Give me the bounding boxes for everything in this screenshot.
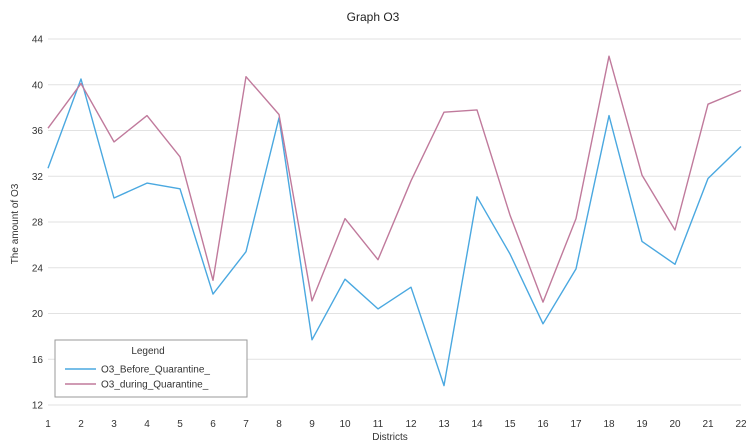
- series-line-2: [47, 55, 742, 303]
- y-axis-label: The amount of O3: [10, 183, 21, 264]
- x-axis-ticks: 1 2 3 4 5 6 7 8 9 10 11 12 13 14 15 16 17 18 19 20 21 22: [45, 419, 746, 430]
- x-tick-label: 7: [243, 419, 249, 430]
- legend-entry-label: O3_during_Quarantine_: [101, 380, 209, 391]
- x-tick-label: 2: [78, 419, 84, 430]
- x-tick-label: 16: [537, 419, 549, 430]
- series-line-1: [47, 78, 742, 387]
- x-tick-label: 17: [570, 419, 582, 430]
- x-tick-label: 20: [669, 419, 681, 430]
- x-tick-label: 22: [735, 419, 746, 430]
- y-tick-label: 16: [32, 355, 44, 366]
- x-tick-label: 10: [339, 419, 351, 430]
- legend-entry-label: O3_Before_Quarantine_: [101, 365, 210, 376]
- x-tick-label: 6: [210, 419, 216, 430]
- y-tick-label: 40: [32, 80, 44, 91]
- y-tick-label: 32: [32, 172, 44, 183]
- x-tick-label: 19: [636, 419, 648, 430]
- x-tick-label: 11: [373, 419, 384, 430]
- y-tick-label: 24: [32, 263, 44, 274]
- chart-title: Graph O3: [347, 10, 400, 24]
- y-tick-label: 12: [32, 401, 44, 412]
- x-axis-label: Districts: [372, 432, 408, 443]
- x-tick-label: 8: [276, 419, 282, 430]
- x-tick-label: 14: [471, 419, 483, 430]
- x-tick-label: 4: [144, 419, 150, 430]
- x-tick-label: 13: [438, 419, 450, 430]
- legend: Legend O3_Before_Quarantine_ O3_during_Qu…: [54, 339, 248, 398]
- x-tick-label: 5: [177, 419, 183, 430]
- x-tick-label: 21: [702, 419, 714, 430]
- y-axis-ticks: 12 16 20 24 28 32 36 40 44: [32, 35, 44, 412]
- y-tick-label: 44: [32, 35, 44, 46]
- x-tick-label: 18: [603, 419, 615, 430]
- series-lines: [47, 55, 742, 387]
- legend-box: [54, 339, 248, 398]
- legend-title: Legend: [131, 346, 164, 357]
- x-tick-label: 1: [45, 419, 51, 430]
- x-tick-label: 9: [309, 419, 315, 430]
- x-tick-label: 15: [504, 419, 516, 430]
- x-tick-label: 3: [111, 419, 117, 430]
- x-tick-label: 12: [405, 419, 417, 430]
- y-tick-label: 20: [32, 309, 44, 320]
- y-tick-label: 36: [32, 126, 44, 137]
- y-tick-label: 28: [32, 218, 44, 229]
